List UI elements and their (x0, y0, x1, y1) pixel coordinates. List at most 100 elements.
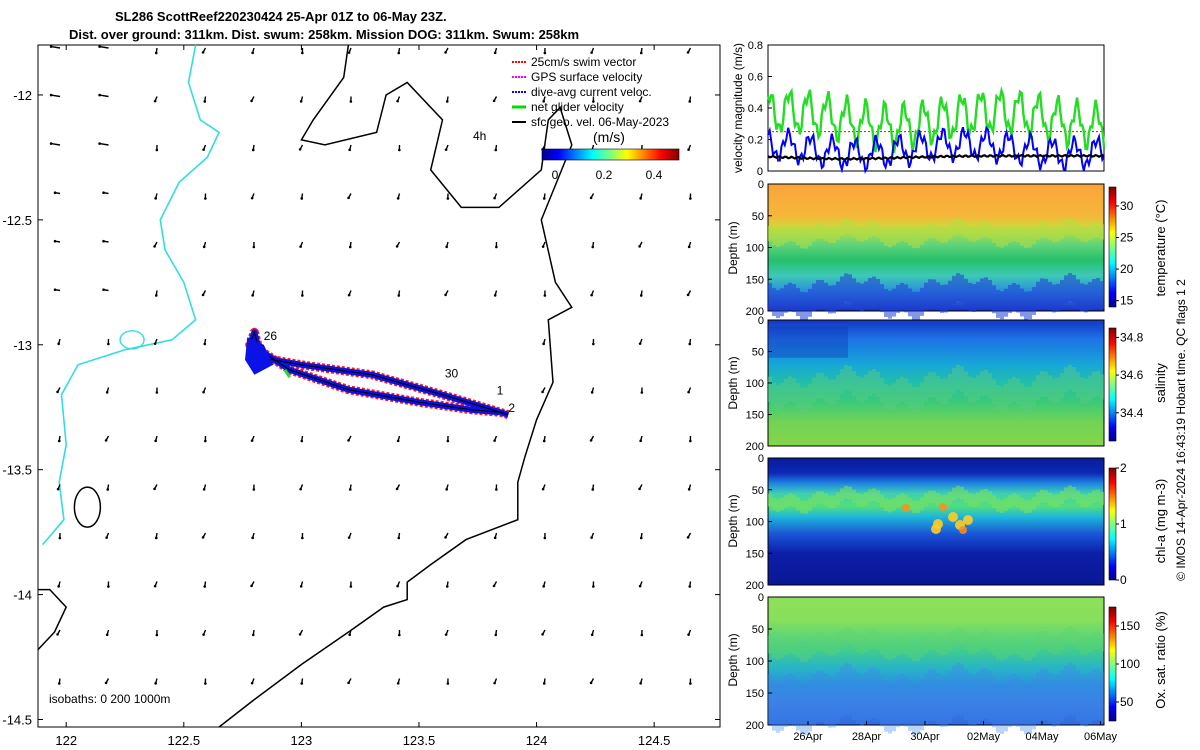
current-arrow-head (495, 488, 498, 491)
texture-strip (796, 639, 800, 658)
current-arrow-head (49, 93, 53, 97)
texture-strip (820, 280, 824, 308)
texture-strip (872, 276, 876, 305)
current-arrow-head (154, 682, 157, 685)
texture-strip (816, 223, 820, 239)
depth-tick-label: 50 (752, 347, 764, 359)
current-arrow-head (492, 584, 496, 588)
current-arrow-head (542, 342, 545, 346)
texture-strip (980, 668, 984, 720)
current-arrow-head (300, 682, 304, 685)
colorbar-tick-label: 15 (1120, 294, 1134, 308)
texture-strip (880, 226, 884, 243)
texture-strip (932, 490, 936, 504)
current-arrow-head (154, 294, 158, 297)
texture-strip (1048, 492, 1052, 506)
texture-strip (776, 231, 780, 247)
texture-strip (828, 495, 832, 509)
texture-strip (824, 493, 828, 507)
current-arrow-head (398, 148, 401, 152)
texture-strip (848, 664, 852, 716)
current-arrow-head (204, 682, 207, 685)
depth-tick-label: 50 (752, 485, 764, 497)
texture-strip (1084, 675, 1088, 727)
isobath-0-line (42, 44, 221, 546)
current-arrow-head (493, 681, 496, 685)
current-arrow-head (639, 51, 643, 55)
texture-strip (772, 326, 776, 358)
texture-strip (976, 492, 980, 506)
current-arrow-head (589, 681, 593, 685)
texture-strip (1056, 283, 1060, 312)
current-arrow-head (689, 197, 692, 200)
current-arrow (51, 45, 61, 49)
colorbar-tick-label: 150 (1120, 619, 1140, 633)
texture-strip (980, 278, 984, 307)
texture-strip (984, 369, 988, 396)
texture-strip (916, 500, 920, 514)
texture-strip (1088, 672, 1092, 725)
velocity-ytick-label: 0.2 (748, 135, 763, 147)
texture-strip (1076, 223, 1080, 239)
texture-strip (900, 376, 904, 402)
texture-strip (900, 635, 904, 654)
texture-strip (948, 491, 952, 505)
current-arrow-head (445, 585, 449, 588)
texture-strip (908, 288, 912, 317)
texture-strip (1096, 630, 1100, 649)
map-xtick-label: 123 (291, 733, 313, 748)
colorbar-tick-label: 25 (1120, 231, 1134, 245)
texture-strip (1028, 682, 1032, 734)
current-arrow-head (301, 51, 304, 55)
map-xtick-label: 124.5 (638, 733, 671, 748)
texture-strip (1004, 230, 1008, 246)
current-arrow-head (590, 51, 593, 54)
current-arrow-head (638, 245, 641, 248)
texture-strip (968, 376, 972, 402)
current-arrow-head (204, 439, 207, 443)
current-arrow-head (348, 488, 352, 491)
texture-strip (896, 284, 900, 313)
map-ytick-label: -13.5 (2, 463, 32, 478)
texture-strip (1064, 628, 1068, 647)
texture-strip (772, 382, 776, 408)
texture-strip (800, 232, 804, 249)
texture-strip (1048, 672, 1052, 724)
depth-tick-label: 150 (746, 410, 764, 422)
texture-strip (1088, 282, 1092, 311)
texture-strip (936, 673, 940, 725)
current-arrow-head (49, 142, 53, 145)
current-arrow-head (494, 148, 498, 152)
chl-maximum-patch (963, 515, 973, 525)
texture-strip (932, 372, 936, 398)
texture-strip (1068, 273, 1072, 302)
texture-strip (1012, 376, 1016, 402)
texture-strip (1040, 371, 1044, 397)
texture-strip (800, 683, 804, 735)
current-arrow-head (102, 239, 105, 243)
texture-strip (1100, 281, 1104, 309)
colorbar-tick-label: 30 (1120, 199, 1134, 213)
texture-strip (896, 378, 900, 405)
texture-strip (820, 670, 824, 722)
texture-strip (780, 326, 784, 358)
texture-strip (948, 373, 952, 400)
texture-strip (996, 231, 1000, 247)
current-arrow-head (106, 488, 110, 491)
texture-strip (896, 637, 900, 656)
texture-strip (836, 374, 840, 401)
salinity-cbar-label: salinity (1153, 363, 1168, 403)
texture-strip (844, 273, 848, 302)
velocity-ytick-label: 0.6 (748, 72, 763, 84)
texture-strip (856, 375, 860, 402)
texture-strip (916, 232, 920, 249)
texture-strip (872, 488, 876, 502)
texture-strip (980, 489, 984, 503)
texture-strip (804, 683, 808, 736)
texture-strip (916, 683, 920, 735)
texture-strip (1032, 381, 1036, 407)
texture-strip (836, 492, 840, 506)
texture-strip (768, 376, 772, 402)
texture-strip (1056, 377, 1060, 403)
texture-strip (924, 282, 928, 311)
